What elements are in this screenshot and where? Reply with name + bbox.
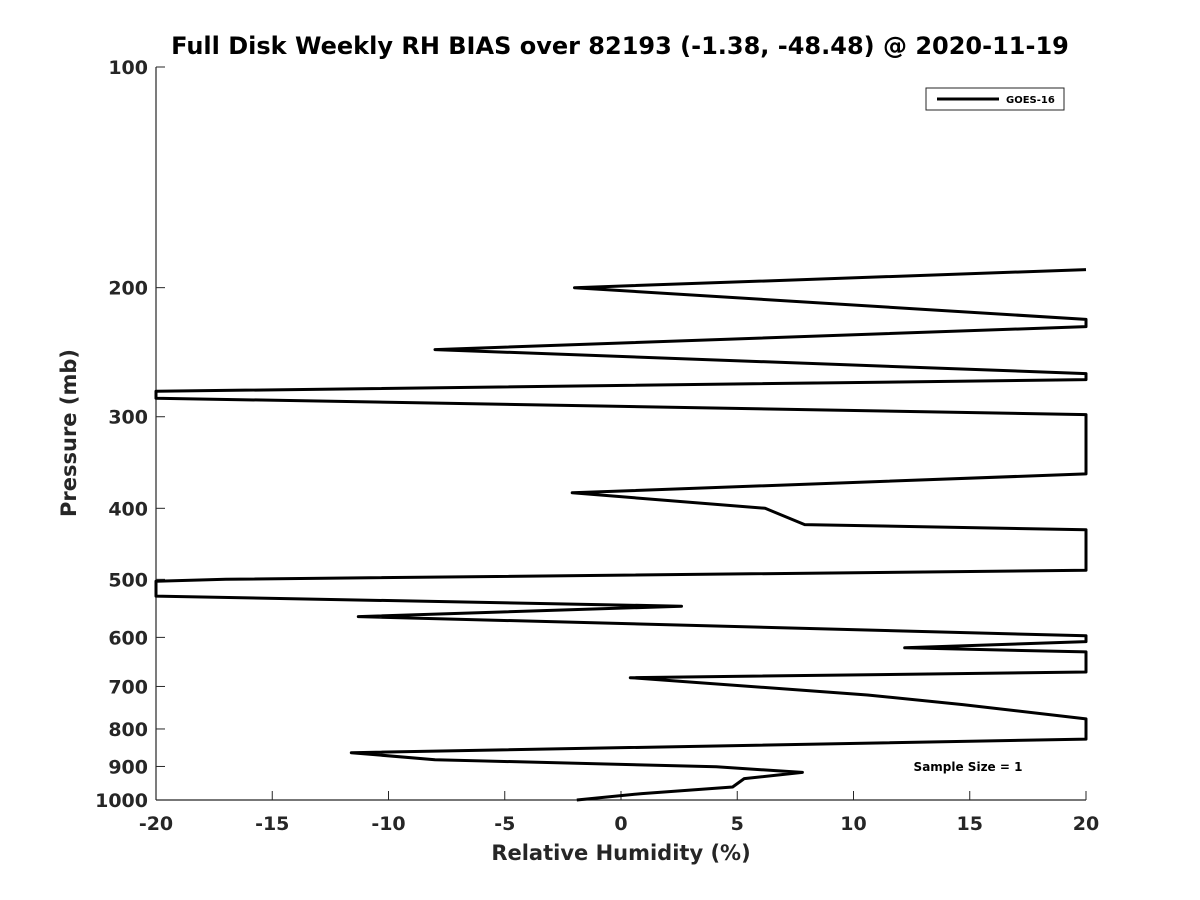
x-tick-label: 20 bbox=[1073, 813, 1099, 835]
x-tick-label: -15 bbox=[255, 813, 289, 835]
x-tick-label: -5 bbox=[494, 813, 515, 835]
y-tick-label: 1000 bbox=[95, 790, 148, 812]
series-layer bbox=[154, 268, 1088, 802]
y-tick-label: 100 bbox=[108, 57, 148, 79]
y-tick-label: 800 bbox=[108, 719, 148, 741]
y-tick-label: 900 bbox=[108, 756, 148, 778]
x-tick-label: -10 bbox=[371, 813, 405, 835]
x-axis-label: Relative Humidity (%) bbox=[491, 841, 750, 865]
legend: GOES-16 bbox=[925, 87, 1065, 111]
x-ticks: -20 -15 -10 -5 0 5 10 15 20 bbox=[139, 791, 1099, 835]
chart-title: Full Disk Weekly RH BIAS over 82193 (-1.… bbox=[171, 32, 1069, 60]
y-ticks: 100 200 300 400 500 600 700 800 900 1000 bbox=[95, 57, 165, 812]
y-tick-label: 600 bbox=[108, 627, 148, 649]
x-tick-label: 0 bbox=[614, 813, 627, 835]
y-tick-label: 500 bbox=[108, 569, 148, 591]
y-tick-label: 700 bbox=[108, 676, 148, 698]
x-tick-label: 10 bbox=[840, 813, 866, 835]
x-tick-label: 5 bbox=[731, 813, 744, 835]
axes bbox=[155, 67, 1086, 801]
y-axis-label: Pressure (mb) bbox=[57, 349, 81, 517]
y-tick-label: 400 bbox=[108, 498, 148, 520]
series-line-goes-16 bbox=[154, 268, 1088, 802]
legend-label-goes-16: GOES-16 bbox=[1006, 95, 1055, 106]
sample-size-annotation: Sample Size = 1 bbox=[914, 760, 1023, 774]
y-tick-label: 200 bbox=[108, 278, 148, 300]
y-tick-label: 300 bbox=[108, 407, 148, 429]
x-tick-label: -20 bbox=[139, 813, 173, 835]
x-tick-label: 15 bbox=[957, 813, 983, 835]
